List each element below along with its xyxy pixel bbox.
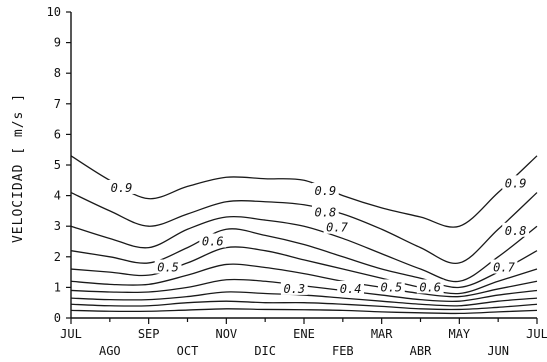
contour-label-bg	[108, 179, 135, 194]
x-tick-label-top: MAR	[371, 327, 393, 341]
axes	[66, 11, 538, 324]
y-tick-label: 2	[54, 250, 61, 264]
y-tick-label: 10	[47, 5, 61, 19]
contour-lines	[70, 155, 538, 315]
contour-label-text: 0.7	[326, 221, 348, 235]
contour-label: 0.6	[416, 279, 444, 294]
x-tick-label-bottom: DIC	[254, 344, 276, 358]
contour-label: 0.6	[199, 233, 227, 249]
contour-label-text: 0.9	[315, 184, 337, 198]
contour-label-text: 0.9	[111, 181, 133, 195]
contour-label: 0.4	[337, 280, 364, 296]
contour-label: 0.9	[311, 183, 339, 198]
x-tick-labels: JUL SEP NOV ENE MAR MAY JUL AGO OCT DIC FEB ABR JUN	[60, 327, 547, 358]
y-tick-label: 3	[54, 219, 61, 233]
y-tick-label: 8	[54, 66, 61, 80]
contour-label-bg	[323, 219, 351, 234]
contour-label-bg	[502, 222, 530, 237]
contour-line	[70, 155, 538, 228]
contour-line	[70, 191, 538, 265]
contour-line	[70, 263, 538, 298]
y-axis-label: VELOCIDAD [ m/s ]	[11, 93, 26, 243]
x-tick-label-bottom: ABR	[410, 344, 432, 358]
contour-label-text: 0.5	[157, 261, 179, 275]
contour-label-text: 0.3	[283, 282, 305, 296]
x-tick-label-top: MAY	[448, 327, 470, 341]
contour-label-text: 0.9	[505, 176, 527, 190]
contour-label: 0.7	[490, 259, 518, 275]
contour-line	[70, 300, 538, 311]
x-tick-label-top: SEP	[138, 327, 160, 341]
x-tick-label-top: ENE	[293, 327, 315, 341]
contour-label-bg	[311, 183, 339, 198]
contour-label: 0.8	[311, 204, 339, 219]
contour-label: 0.3	[280, 280, 308, 296]
contour-label: 0.9	[108, 179, 135, 195]
contour-label: 0.5	[154, 259, 182, 275]
contour-label-bg	[280, 280, 308, 295]
contour-label-bg	[311, 204, 339, 219]
contour-labels: 0.9 0.6 0.5 0.9 0.8 0.7 0.3 0.4 0.5 0.6 0.9 0.8 0.7	[108, 175, 530, 296]
y-tick-label: 7	[54, 97, 61, 111]
contour-line	[70, 308, 538, 315]
x-tick-label-top: JUL	[60, 327, 82, 341]
y-tick-labels: 0 1 2 3 4 5 6 7 8 9 10	[47, 5, 61, 325]
contour-label-bg	[199, 233, 227, 248]
x-tick-label-bottom: FEB	[332, 344, 354, 358]
contour-label-bg	[337, 280, 364, 295]
contour-label: 0.7	[323, 219, 351, 235]
contour-label-text: 0.8	[505, 224, 527, 238]
contour-line	[70, 228, 538, 289]
contour-label-text: 0.5	[381, 280, 403, 294]
contour-line	[70, 246, 538, 295]
y-tick-label: 5	[54, 158, 61, 172]
x-tick-label-top: NOV	[215, 327, 237, 341]
contour-label-text: 0.6	[419, 280, 441, 294]
contour-label-text: 0.7	[493, 261, 515, 275]
x-tick-label-bottom: OCT	[177, 344, 199, 358]
y-tick-label: 1	[54, 280, 61, 294]
y-tick-label: 0	[54, 311, 61, 325]
contour-label-bg	[490, 259, 518, 274]
contour-label-bg	[416, 279, 444, 294]
y-tick-label: 6	[54, 127, 61, 141]
contour-label-bg	[377, 279, 405, 294]
x-tick-label-top: JUL	[526, 327, 547, 341]
contour-label: 0.8	[502, 222, 530, 238]
contour-line	[70, 291, 538, 307]
contour-line	[70, 215, 538, 283]
y-tick-label: 4	[54, 189, 61, 203]
contour-label-text: 0.8	[315, 205, 337, 219]
contour-label: 0.9	[502, 175, 530, 190]
contour-label: 0.5	[377, 279, 405, 294]
y-tick-label: 9	[54, 36, 61, 50]
x-tick-label-bottom: JUN	[487, 344, 509, 358]
contour-label-bg	[502, 175, 530, 190]
y-axis-title: VELOCIDAD [ m/s ]	[11, 93, 26, 243]
contour-label-text: 0.4	[340, 282, 362, 296]
contour-label-bg	[154, 259, 182, 274]
contour-label-text: 0.6	[202, 235, 224, 249]
x-tick-label-bottom: AGO	[99, 344, 121, 358]
